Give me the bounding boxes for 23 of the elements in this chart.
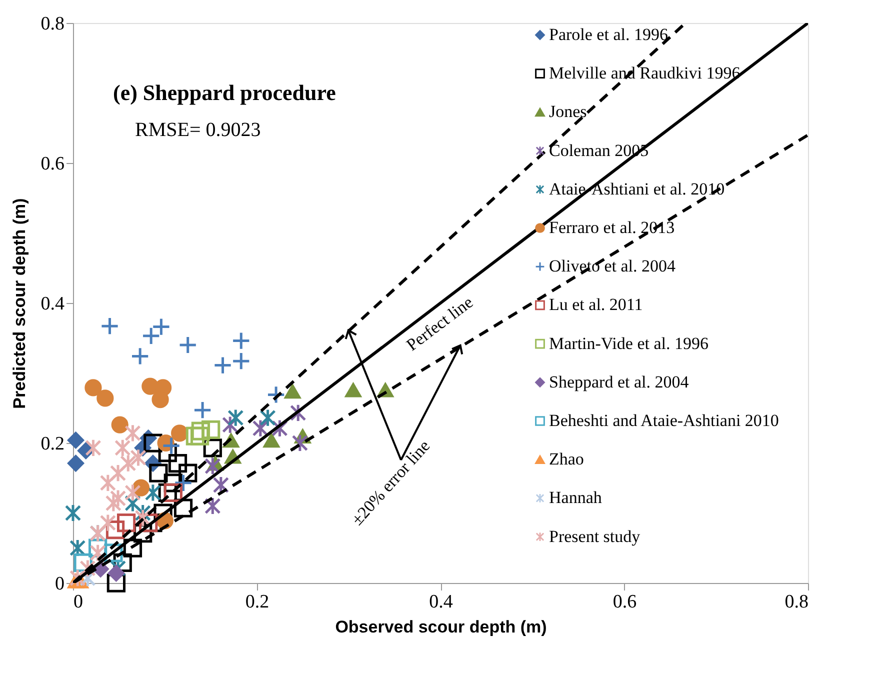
text: (e) Sheppard procedure [113,80,336,105]
legend-label: Zhao [549,450,584,469]
x-tick-label: 0.6 [612,592,637,612]
legend-label: Lu et al. 2011 [549,295,643,314]
x-tick-label: 0.4 [429,592,454,612]
legend-label: Hannah [549,488,602,508]
legend-label: Beheshti and Ataie-Ashtiani 2010 [549,411,779,430]
legend-label: Present study [549,526,641,546]
x-tick-label: 0.8 [784,592,808,612]
x-axis-title: Observed scour depth (m) [335,618,547,636]
legend-label: Martin-Vide et al. 1996 [549,334,708,353]
y-axis-title: Predicted scour depth (m) [10,198,29,409]
y-tick-label: 0.6 [40,154,64,174]
y-tick-label: 0.2 [40,434,64,454]
legend-label: Parole et al. 1996 [549,25,668,44]
legend-label: Sheppard et al. 2004 [549,372,690,392]
x-tick-label: 0.2 [245,592,270,612]
y-tick-label: 0 [55,574,64,594]
x-tick-label: 0 [74,592,83,612]
legend-label: Jones [549,102,587,122]
y-tick-label: 0.8 [40,14,64,34]
y-tick-label: 0.4 [40,294,65,314]
annotation: RMSE= 0.9023 [135,119,261,141]
